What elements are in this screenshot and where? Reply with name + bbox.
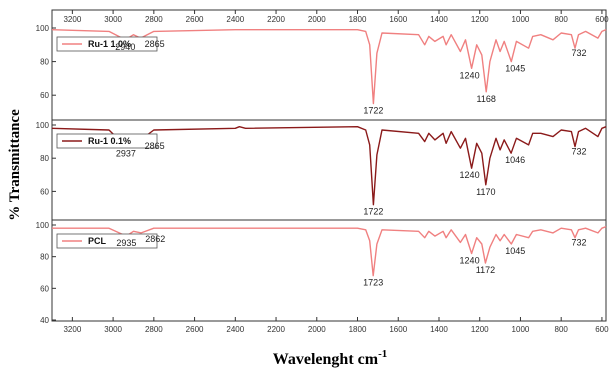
bottom-tick-label: 1000 — [512, 325, 530, 334]
y-tick-label: 100 — [36, 221, 50, 230]
peak-label: 1168 — [477, 94, 496, 104]
bottom-tick-label: 1200 — [471, 325, 489, 334]
legend-label: Ru-1 0.1% — [88, 136, 131, 146]
peak-label: 1045 — [505, 64, 525, 74]
peak-label: 2937 — [116, 149, 136, 159]
y-axis-label: % Transmittance — [7, 109, 23, 221]
bottom-tick-label: 600 — [595, 325, 609, 334]
y-tick-label: 80 — [40, 253, 49, 262]
plot-frame — [51, 9, 607, 322]
peak-label: 2865 — [145, 39, 165, 49]
peak-label: 732 — [572, 147, 587, 157]
y-tick-label: 100 — [36, 121, 50, 130]
bottom-tick-label: 2000 — [308, 325, 326, 334]
y-tick-label: 40 — [40, 316, 49, 325]
top-tick-label: 1000 — [512, 15, 530, 24]
top-tick-label: 600 — [595, 15, 609, 24]
peak-label: 732 — [572, 48, 587, 58]
bottom-tick-label: 2600 — [186, 325, 204, 334]
legend-label: PCL — [88, 236, 107, 246]
top-tick-label: 3200 — [63, 15, 81, 24]
top-tick-label: 1200 — [471, 15, 489, 24]
peak-label: 2865 — [145, 141, 165, 151]
bottom-tick-label: 3200 — [63, 325, 81, 334]
top-tick-label: 2200 — [267, 15, 285, 24]
top-tick-label: 1600 — [389, 15, 407, 24]
bottom-tick-label: 800 — [555, 325, 569, 334]
bottom-tick-label: 2400 — [226, 325, 244, 334]
top-tick-label: 800 — [555, 15, 569, 24]
bottom-tick-label: 2200 — [267, 325, 285, 334]
top-tick-label: 1800 — [349, 15, 367, 24]
x-axis-label: Wavelenght cm-1 — [273, 348, 388, 368]
peak-label: 1723 — [363, 278, 383, 288]
top-tick-label: 2400 — [226, 15, 244, 24]
y-tick-label: 100 — [36, 24, 50, 33]
peak-label: 1046 — [505, 155, 525, 165]
spectrum-line — [51, 126, 607, 206]
peak-label: 1045 — [505, 246, 525, 256]
legend-label: Ru-1 1.0% — [88, 39, 131, 49]
y-tick-label: 60 — [40, 187, 49, 196]
y-tick-label: 80 — [40, 154, 49, 163]
peak-label: 1172 — [476, 265, 495, 275]
legend-box — [56, 233, 158, 249]
spectrum-line — [52, 225, 607, 277]
peak-label: 1240 — [460, 70, 480, 80]
top-tick-label: 2600 — [186, 15, 204, 24]
y-tick-label: 60 — [40, 91, 49, 100]
y-tick-label: 80 — [40, 58, 49, 67]
peak-label: 732 — [572, 238, 587, 248]
peak-label: 2940 — [115, 42, 135, 52]
top-axis-ticks: 3200 3000 2800 2600 2400 2200 2000 1800 1600 1400… — [63, 10, 609, 24]
peak-label: 1240 — [460, 170, 480, 180]
top-tick-label: 2000 — [308, 15, 326, 24]
y-tick-label: 60 — [40, 284, 49, 293]
top-tick-label: 3000 — [104, 15, 122, 24]
bottom-tick-label: 1800 — [349, 325, 367, 334]
spectrum-line — [51, 29, 607, 105]
bottom-tick-label: 1400 — [430, 325, 448, 334]
spectrum-panel: 100 80 60 Ru-1 0.1% 2937 2865 1722 1240 1170 1046… — [36, 119, 607, 217]
legend-box — [56, 36, 158, 52]
top-tick-label: 1400 — [430, 15, 448, 24]
spectrum-panel: 100 80 60 Ru-1 1.0%2940 2865 1722 1240 1168 1045… — [36, 24, 607, 116]
peak-label: 2935 — [116, 238, 136, 248]
bottom-tick-label: 1600 — [389, 325, 407, 334]
peak-label: 1722 — [363, 106, 383, 116]
bottom-tick-label: 2800 — [145, 325, 163, 334]
legend-box — [56, 133, 158, 149]
top-tick-label: 2800 — [145, 15, 163, 24]
spectra-panels: 100 80 60 Ru-1 1.0%2940 2865 1722 1240 1168 1045… — [36, 24, 607, 325]
x-axis-label-main: Wavelenght cm — [273, 351, 379, 368]
bottom-axis-ticks: 3200 3000 2800 2600 2400 2200 2000 1800 1600 1400… — [63, 317, 609, 334]
peak-label: 1722 — [363, 207, 383, 217]
bottom-tick-label: 3000 — [104, 325, 122, 334]
peak-label: 2862 — [145, 234, 165, 244]
peak-label: 1170 — [476, 187, 495, 197]
peak-label: 1240 — [460, 256, 480, 266]
x-axis-label-superscript: -1 — [378, 348, 387, 360]
